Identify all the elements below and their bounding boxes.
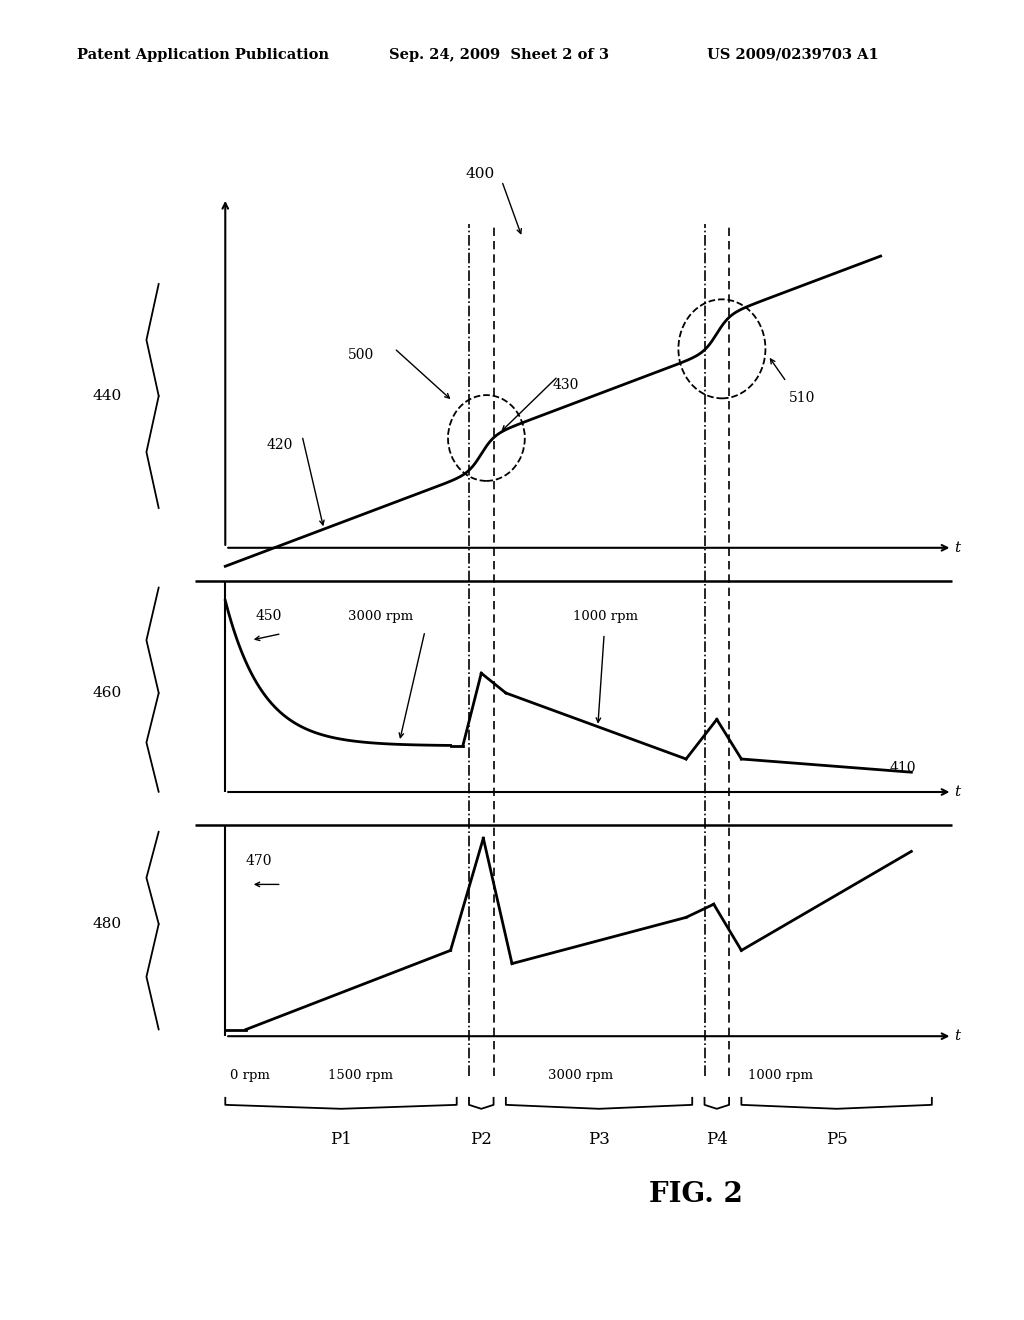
- Text: Sep. 24, 2009  Sheet 2 of 3: Sep. 24, 2009 Sheet 2 of 3: [389, 48, 609, 62]
- Text: 480: 480: [92, 917, 121, 931]
- Text: 470: 470: [246, 854, 272, 867]
- Text: 3000 rpm: 3000 rpm: [548, 1069, 613, 1082]
- Text: 440: 440: [92, 389, 122, 403]
- Text: P3: P3: [588, 1130, 610, 1147]
- Text: 510: 510: [788, 391, 815, 405]
- Text: 430: 430: [553, 379, 580, 392]
- Text: 410: 410: [890, 762, 916, 775]
- Text: P5: P5: [825, 1130, 848, 1147]
- Text: t: t: [954, 1030, 961, 1043]
- Text: 500: 500: [348, 347, 375, 362]
- Text: Patent Application Publication: Patent Application Publication: [77, 48, 329, 62]
- Text: 400: 400: [466, 168, 496, 181]
- Text: 1000 rpm: 1000 rpm: [573, 610, 638, 623]
- Text: 3000 rpm: 3000 rpm: [348, 610, 414, 623]
- Text: 460: 460: [92, 686, 122, 700]
- Text: FIG. 2: FIG. 2: [649, 1181, 743, 1208]
- Text: 420: 420: [266, 438, 293, 451]
- Text: 1000 rpm: 1000 rpm: [748, 1069, 812, 1082]
- Text: t: t: [954, 785, 961, 799]
- Text: P2: P2: [470, 1130, 493, 1147]
- Text: P1: P1: [330, 1130, 352, 1147]
- Text: 450: 450: [256, 610, 283, 623]
- Text: 0 rpm: 0 rpm: [230, 1069, 270, 1082]
- Text: 1500 rpm: 1500 rpm: [328, 1069, 392, 1082]
- Text: t: t: [954, 541, 961, 554]
- Text: P4: P4: [706, 1130, 728, 1147]
- Text: US 2009/0239703 A1: US 2009/0239703 A1: [707, 48, 879, 62]
